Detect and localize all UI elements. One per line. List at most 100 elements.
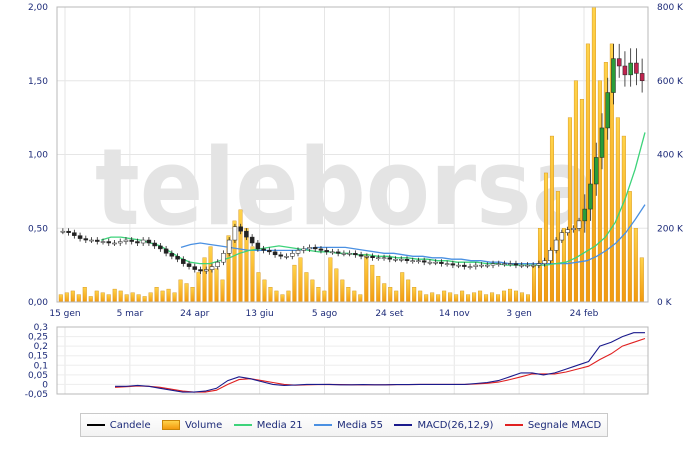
candle-body — [221, 253, 226, 263]
candle-body — [112, 242, 117, 245]
volume-bar — [364, 253, 369, 303]
media55-line — [180, 204, 646, 265]
candle-body — [485, 264, 490, 267]
volume-bar — [310, 279, 315, 303]
candle-body — [232, 226, 238, 241]
candle-body — [634, 62, 639, 74]
candle-body — [599, 127, 605, 158]
candle-body — [284, 256, 289, 258]
volume-bar — [418, 290, 423, 303]
volume-bar — [256, 272, 261, 303]
volume-bar — [508, 288, 513, 303]
candle-body — [77, 235, 83, 239]
candle-body — [95, 239, 100, 242]
volume-bar — [496, 294, 501, 303]
candle-body — [571, 228, 576, 230]
macd-tick-label: 0,2 — [34, 342, 48, 352]
volume-bar — [280, 294, 285, 303]
volume-tick-label: 400 K — [657, 151, 684, 161]
volume-bar — [621, 135, 626, 303]
volume-bar — [388, 287, 393, 303]
y-tick-label: 2,00 — [28, 3, 48, 13]
candle-body — [347, 253, 352, 255]
candle-body — [341, 253, 347, 255]
volume-bar — [490, 292, 495, 303]
x-tick-label: 5 ago — [312, 309, 338, 319]
volume-bar — [268, 287, 273, 303]
y-tick-label: 1,50 — [28, 77, 48, 87]
volume-bar — [478, 290, 483, 303]
volume-bar — [573, 80, 578, 303]
volume-bar — [94, 290, 99, 303]
candle-body — [203, 269, 209, 272]
volume-tick-label: 0 K — [657, 298, 673, 308]
macd-tick-label: 0 — [42, 380, 48, 390]
volume-bar — [520, 292, 525, 303]
volume-bar — [394, 290, 399, 303]
legend-label: MACD(26,12,9) — [417, 419, 494, 431]
candle-body — [519, 264, 524, 267]
macd-tick-label: 0,1 — [34, 361, 48, 371]
volume-bar — [76, 294, 81, 303]
candle-body — [622, 65, 628, 76]
volume-bar — [424, 294, 429, 303]
volume-bar — [130, 292, 135, 303]
candle-body — [249, 236, 255, 244]
candle-body — [364, 256, 370, 258]
candle-body — [393, 258, 398, 261]
volume-tick-label: 800 K — [657, 3, 684, 13]
candle-body — [376, 257, 381, 259]
volume-bar — [579, 98, 584, 303]
candle-body — [181, 258, 186, 264]
candle-body — [605, 92, 610, 129]
macd-tick-label: -0,05 — [25, 390, 48, 400]
candle-body — [387, 257, 393, 260]
legend-item: Segnale MACD — [504, 419, 602, 431]
candle-body — [272, 251, 278, 256]
candle-body — [513, 263, 519, 266]
volume-bar — [627, 191, 632, 303]
volume-bar — [448, 292, 453, 303]
candle-body — [135, 241, 140, 244]
price-plot-frame — [56, 6, 649, 303]
candle-body — [89, 239, 94, 242]
candle-body — [421, 260, 427, 263]
volume-bar — [466, 294, 471, 303]
volume-bar — [208, 246, 213, 303]
candle-body — [450, 263, 456, 266]
candle-body — [158, 245, 163, 250]
y-tick-label: 0,50 — [28, 224, 48, 234]
candle-body — [312, 247, 318, 250]
volume-bar — [334, 268, 339, 303]
candle-body — [628, 62, 633, 76]
chart-legend: Candele Volume Media 21 Media 55 MACD(26,12,… — [80, 413, 608, 437]
candle-body — [152, 242, 157, 247]
legend-label: Candele — [109, 419, 151, 431]
candle-body — [318, 248, 324, 251]
candle-body — [146, 239, 152, 244]
candle-body — [244, 230, 249, 238]
legend-label: Segnale MACD — [527, 419, 602, 431]
candle-body — [439, 261, 444, 264]
moving-averages — [100, 132, 646, 266]
candle-body — [301, 248, 307, 251]
candle-body — [553, 239, 559, 251]
candle-body — [398, 258, 404, 261]
volume-bar — [430, 292, 435, 303]
x-tick-label: 13 giu — [246, 309, 274, 319]
candle-body — [175, 256, 180, 260]
volume-bar — [154, 287, 159, 303]
legend-item: MACD(26,12,9) — [394, 420, 493, 431]
candle-body — [169, 253, 175, 257]
candle-body — [427, 261, 433, 264]
candle-body — [295, 250, 301, 254]
candle-body — [559, 232, 565, 241]
volume-series — [58, 6, 644, 303]
candle-body — [330, 251, 335, 254]
y-tick-label: 1,00 — [28, 151, 48, 161]
legend-swatch — [314, 424, 333, 426]
volume-bar — [82, 287, 87, 303]
volume-bar — [400, 272, 405, 303]
volume-bar — [118, 290, 123, 303]
volume-bar — [472, 292, 477, 303]
